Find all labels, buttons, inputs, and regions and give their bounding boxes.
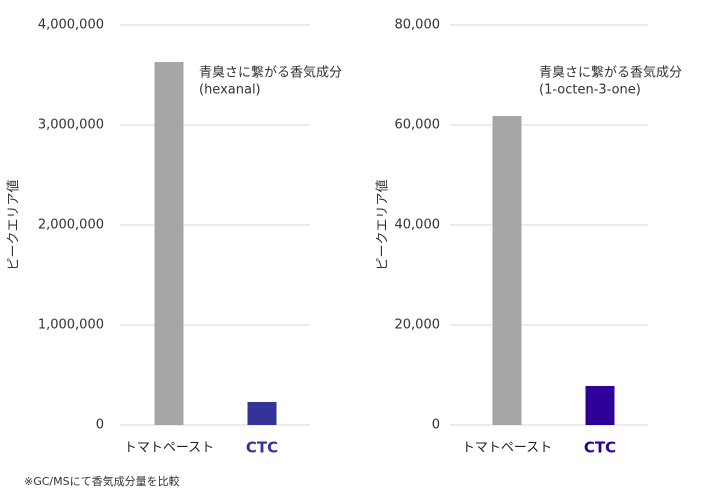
y-tick-label: 20,000	[395, 318, 441, 333]
y-tick-label: 0	[432, 418, 440, 433]
bar	[154, 62, 184, 425]
y-tick-label: 80,000	[395, 18, 441, 33]
x-tick-label: トマトペースト	[462, 441, 552, 456]
y-tick-label: 3,000,000	[38, 118, 104, 133]
bar	[247, 402, 277, 425]
y-tick-label: 4,000,000	[38, 18, 104, 33]
annotation: (1-octen-3-one)	[539, 83, 641, 98]
x-tick-label: CTC	[246, 439, 278, 457]
y-axis-label: ピークエリア値	[6, 179, 22, 270]
y-tick-label: 0	[96, 418, 104, 433]
bar	[585, 386, 615, 425]
x-tick-label: CTC	[584, 439, 616, 457]
annotation: 青臭さに繋がる香気成分	[199, 65, 342, 81]
bar	[492, 116, 522, 425]
y-tick-label: 60,000	[395, 118, 441, 133]
footnote: ※GC/MSにて香気成分量を比較	[24, 474, 180, 488]
y-tick-label: 40,000	[395, 218, 441, 233]
annotation: 青臭さに繋がる香気成分	[539, 65, 682, 81]
y-tick-label: 2,000,000	[38, 218, 104, 233]
annotation: (hexanal)	[199, 83, 261, 98]
x-tick-label: トマトペースト	[124, 441, 214, 456]
y-tick-label: 1,000,000	[38, 318, 104, 333]
y-axis-label: ピークエリア値	[375, 179, 391, 270]
